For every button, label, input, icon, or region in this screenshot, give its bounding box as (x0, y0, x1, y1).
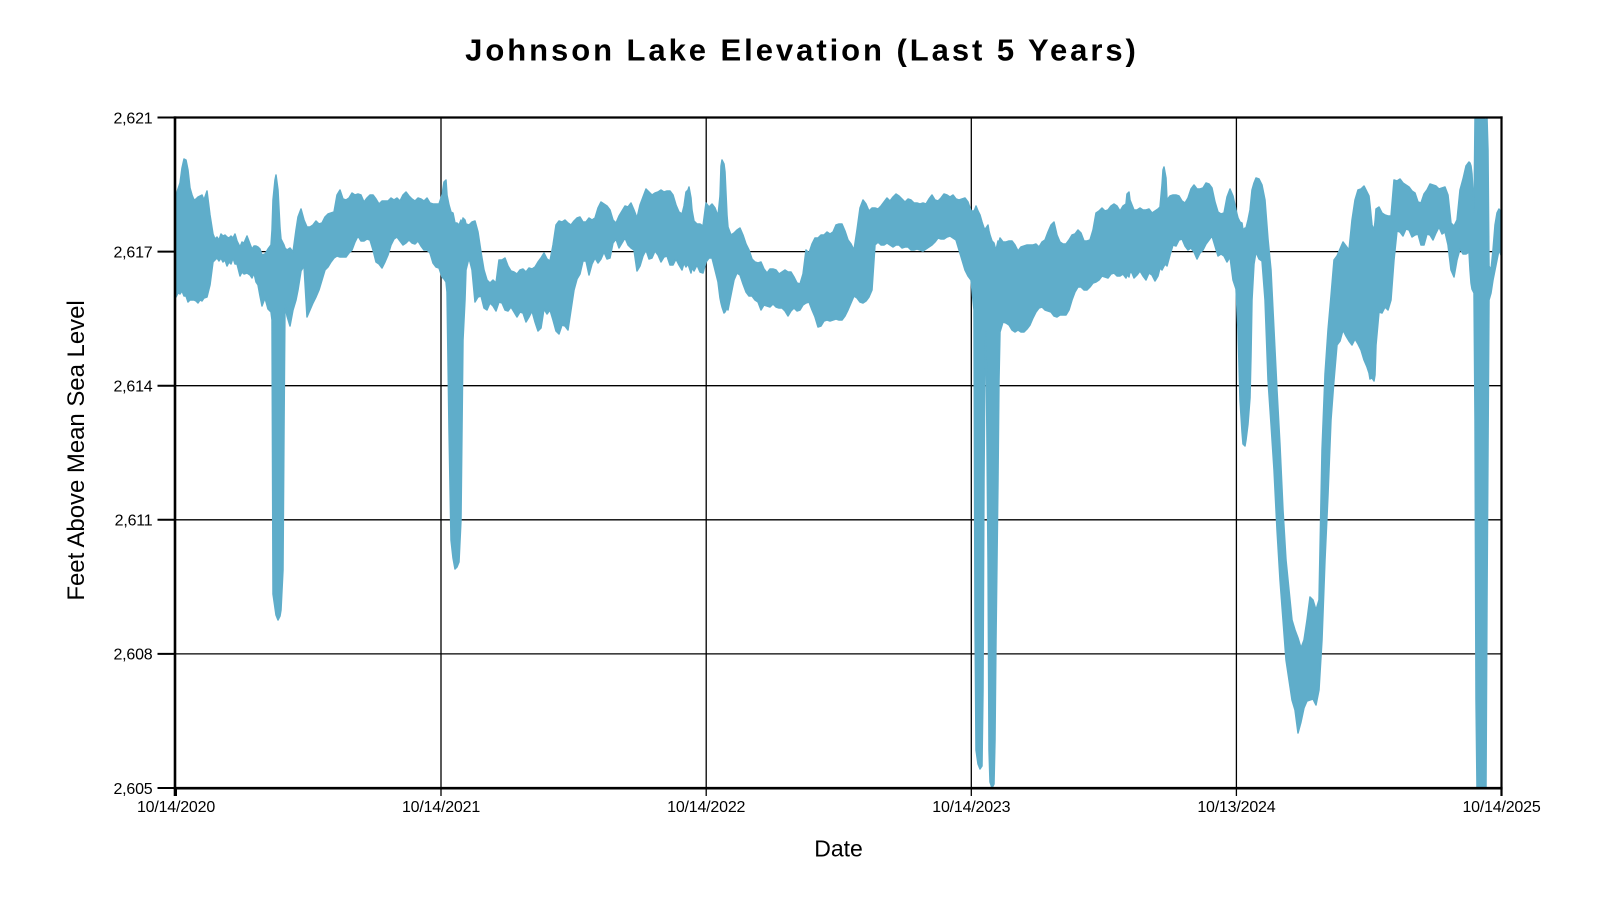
svg-text:10/14/2021: 10/14/2021 (402, 799, 480, 816)
svg-text:10/14/2023: 10/14/2023 (932, 799, 1010, 816)
svg-text:Johnson Lake Elevation (Last 5: Johnson Lake Elevation (Last 5 Years) (465, 33, 1139, 68)
svg-text:Feet Above Mean Sea Level: Feet Above Mean Sea Level (63, 300, 90, 600)
svg-text:10/14/2025: 10/14/2025 (1462, 799, 1540, 816)
svg-text:Date: Date (814, 836, 863, 862)
svg-text:2,617: 2,617 (113, 244, 152, 261)
svg-text:2,611: 2,611 (115, 513, 153, 530)
svg-text:10/14/2020: 10/14/2020 (137, 799, 215, 816)
svg-text:10/13/2024: 10/13/2024 (1197, 799, 1275, 816)
svg-text:2,621: 2,621 (113, 110, 152, 127)
svg-text:2,614: 2,614 (113, 379, 152, 396)
svg-text:10/14/2022: 10/14/2022 (667, 799, 745, 816)
svg-text:2,605: 2,605 (113, 781, 152, 798)
svg-text:2,608: 2,608 (113, 647, 152, 664)
